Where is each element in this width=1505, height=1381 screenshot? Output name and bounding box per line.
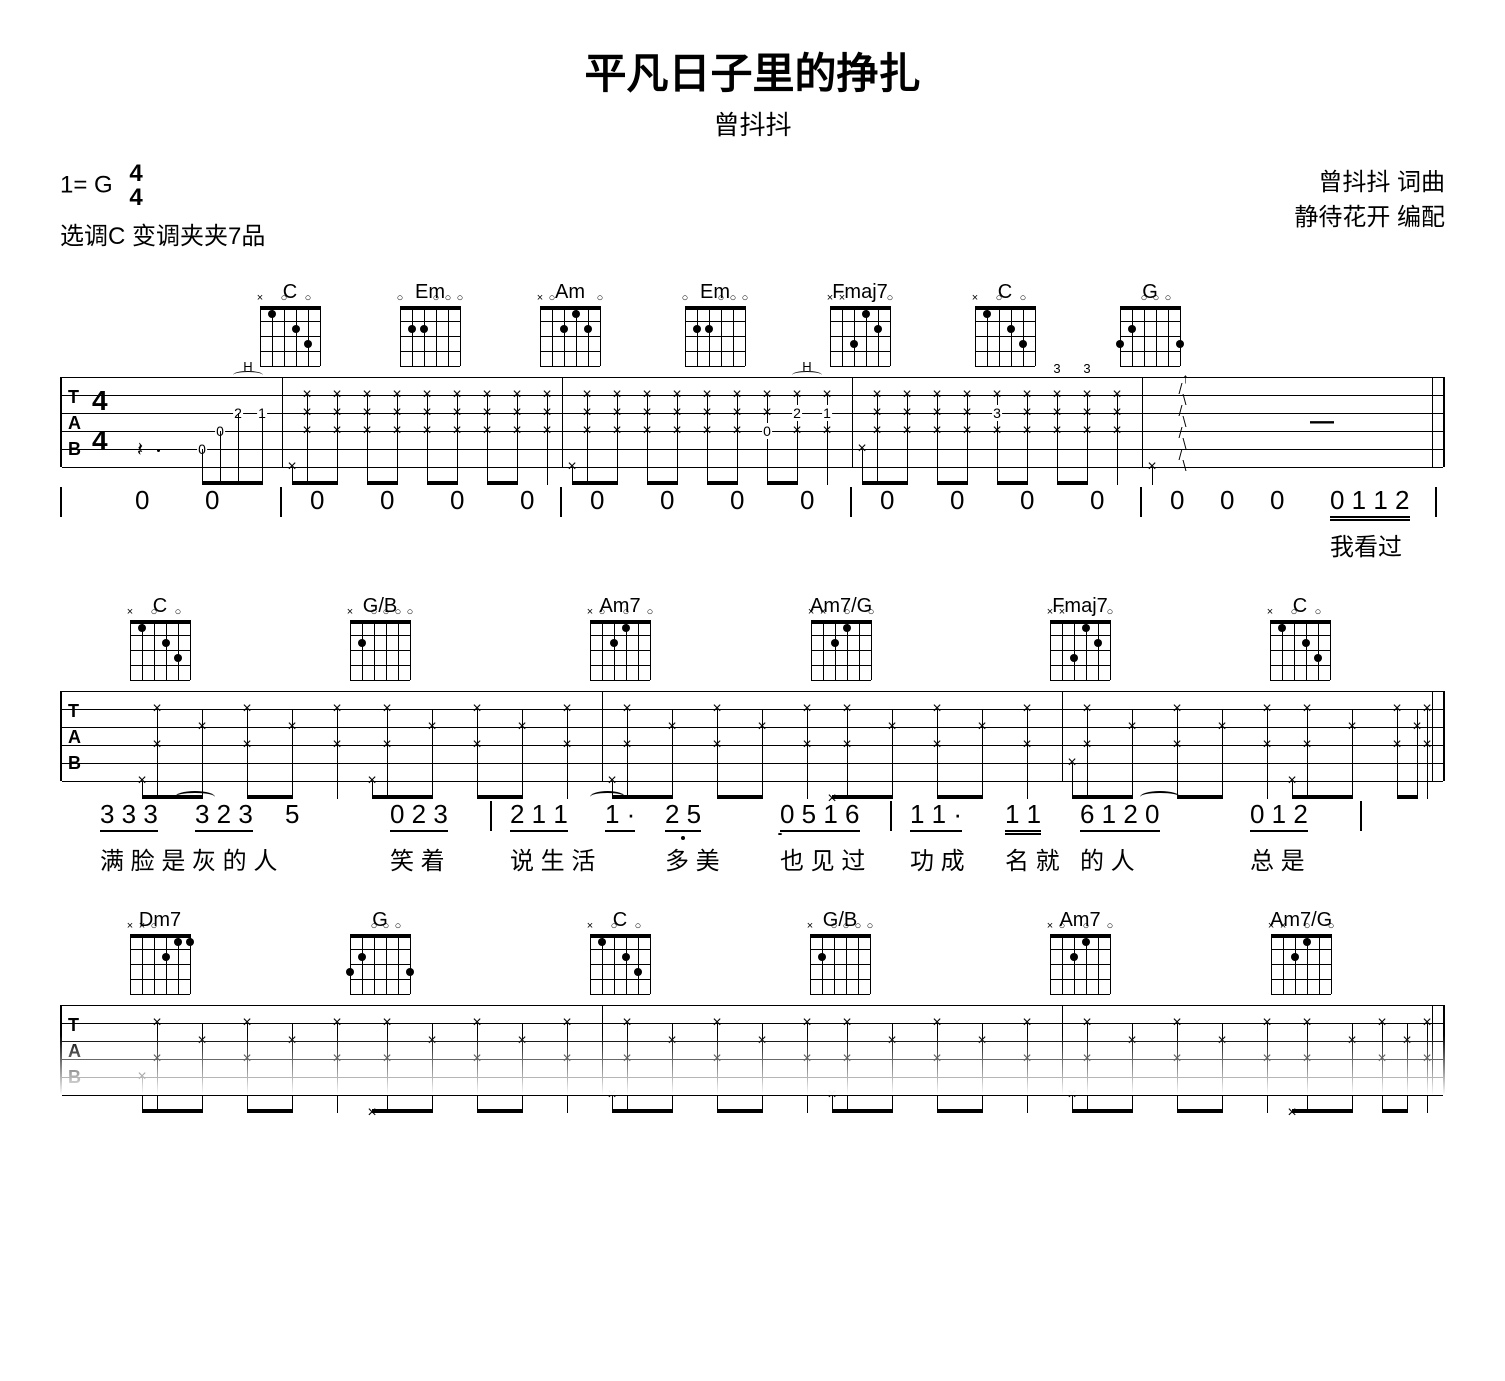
credit-lyrics: 曾抖抖 词曲: [1294, 162, 1445, 197]
chord-row-2: C×○○ G/B×○○○○ Am7×○○○ Am7/G××○○ Fmaj7××○ C×○○: [60, 595, 1445, 685]
tab-staff-3: TAB×××××××××××××××××××××××××××××××××××××…: [60, 1005, 1445, 1095]
chord-grid: ×○○○○: [350, 620, 410, 680]
chord-grid: ××○○: [811, 620, 871, 680]
chord-row-3: Dm7××○ G○○○ C×○○ G/B×○○○○ Am7×○○○ Am7/G××○○: [60, 909, 1445, 999]
chord-grid: ××○: [1050, 620, 1110, 680]
chord-grid: ○○○○: [685, 306, 745, 366]
system-2: C×○○G/B×○○○○Am7×○○○Am7/G××○○Fmaj7××○C×○○…: [60, 595, 1445, 879]
timesig-num: 4: [129, 162, 142, 186]
chord-grid: ○○○: [350, 934, 410, 994]
meta-right: 曾抖抖 词曲 静待花开 编配: [1294, 162, 1445, 251]
chord-grid: ×○○: [540, 306, 600, 366]
chord-name: Em: [415, 281, 445, 304]
chord-diagram: Am7/G××○○: [810, 595, 872, 680]
jianpu-row-1: 000000000000000000 1 1 2我看过: [60, 485, 1445, 565]
chord-diagram: Am×○○: [540, 281, 600, 366]
chord-grid: ×○○: [975, 306, 1035, 366]
chord-name: Am: [555, 281, 585, 304]
chord-diagram: Em○○○○: [685, 281, 745, 366]
chord-name: Am7: [1059, 909, 1100, 932]
chord-name: G/B: [823, 909, 857, 932]
chord-diagram: Fmaj7××○: [1050, 595, 1110, 680]
chord-grid: ×○○: [590, 934, 650, 994]
chord-diagram: C×○○: [975, 281, 1035, 366]
chord-grid: ××○: [830, 306, 890, 366]
chord-name: Em: [700, 281, 730, 304]
tab-staff-2: TAB×××××××××××××××××××××××××××××××××××××…: [60, 691, 1445, 781]
artist-subtitle: 曾抖抖: [60, 105, 1445, 142]
chord-name: Am7: [599, 595, 640, 618]
chord-diagram: C×○○: [130, 595, 190, 680]
chord-diagram: Am7×○○○: [590, 595, 650, 680]
chord-diagram: Dm7××○: [130, 909, 190, 994]
chord-row-1: C×○○Em○○○○Am×○○Em○○○○Fmaj7××○C×○○G○○○: [60, 281, 1445, 371]
system-3: Dm7××○ G○○○ C×○○ G/B×○○○○ Am7×○○○ Am7/G××○○ T…: [60, 909, 1445, 1095]
chord-diagram: G/B×○○○○: [810, 909, 870, 994]
timesig-den: 4: [129, 186, 142, 210]
chord-grid: ○○○: [1120, 306, 1180, 366]
chord-diagram: C×○○: [590, 909, 650, 994]
chord-grid: ×○○: [1270, 620, 1330, 680]
chord-grid: ××○○: [1271, 934, 1331, 994]
chord-diagram: Am7/G××○○: [1270, 909, 1332, 994]
chord-diagram: G/B×○○○○: [350, 595, 410, 680]
chord-grid: ×○○: [130, 620, 190, 680]
chord-grid: ×○○: [260, 306, 320, 366]
chord-name: G/B: [363, 595, 397, 618]
song-title: 平凡日子里的挣扎: [60, 40, 1445, 101]
chord-grid: ×○○○○: [810, 934, 870, 994]
chord-grid: ○○○○: [400, 306, 460, 366]
chord-diagram: C×○○: [260, 281, 320, 366]
chord-grid: ×○○○: [1050, 934, 1110, 994]
chord-diagram: G○○○: [1120, 281, 1180, 366]
chord-diagram: Fmaj7××○: [830, 281, 890, 366]
chord-grid: ××○: [130, 934, 190, 994]
chord-diagram: Em○○○○: [400, 281, 460, 366]
tab-staff-1: TAB44𝄽0021H×××××××××××××××××××××××××××××…: [60, 377, 1445, 467]
header: 平凡日子里的挣扎 曾抖抖: [60, 40, 1445, 142]
chord-diagram: C×○○: [1270, 595, 1330, 680]
key-label: 1= G: [60, 171, 113, 198]
meta-row: 1= G 4 4 选调C 变调夹夹7品 曾抖抖 词曲 静待花开 编配: [60, 162, 1445, 251]
time-signature: 4 4: [129, 162, 142, 210]
system-1: C×○○Em○○○○Am×○○Em○○○○Fmaj7××○C×○○G○○○ TA…: [60, 281, 1445, 565]
jianpu-row-2: 3 3 33 2 350 2 32 1 11 ·2 50 5 1 61 1 ·1…: [60, 799, 1445, 879]
credit-arrange: 静待花开 编配: [1294, 197, 1445, 232]
chord-diagram: Am7×○○○: [1050, 909, 1110, 994]
chord-grid: ×○○○: [590, 620, 650, 680]
meta-left: 1= G 4 4 选调C 变调夹夹7品: [60, 162, 265, 251]
tuning-label: 选调C 变调夹夹7品: [60, 216, 265, 251]
chord-diagram: G○○○: [350, 909, 410, 994]
